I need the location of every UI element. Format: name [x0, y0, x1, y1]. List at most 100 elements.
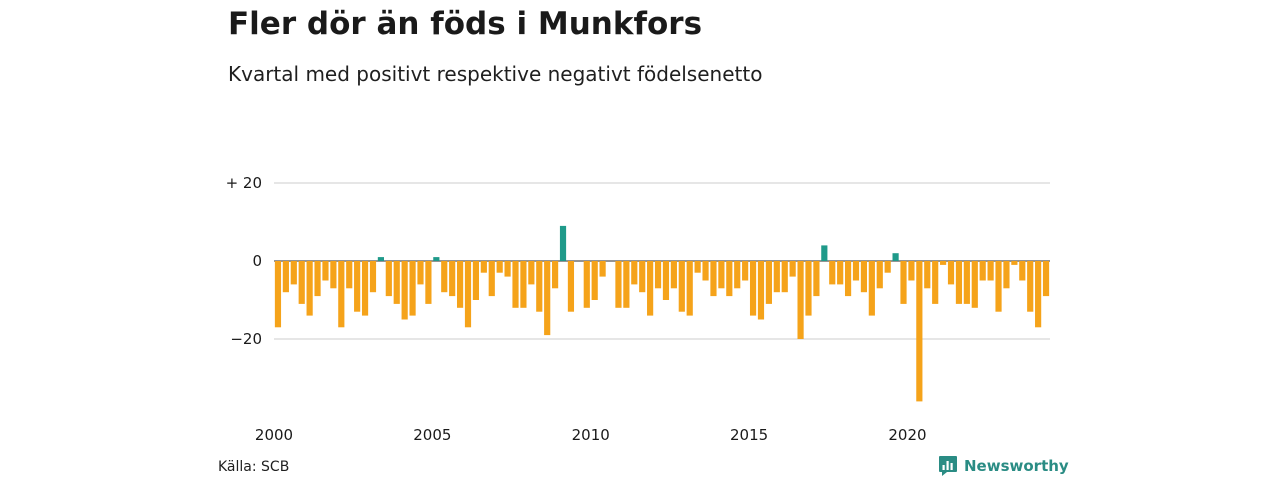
source-note: Källa: SCB	[218, 459, 290, 475]
bar	[433, 257, 440, 261]
chart-title: Fler dör än föds i Munkfors	[228, 6, 703, 42]
bar	[496, 261, 503, 273]
x-tick-label: 2020	[888, 426, 926, 444]
brand-name: Newsworthy	[964, 457, 1069, 475]
bar	[409, 261, 416, 316]
bar	[298, 261, 305, 304]
bar	[955, 261, 963, 304]
bar	[1035, 261, 1042, 328]
bar	[821, 245, 828, 261]
bar	[639, 261, 646, 293]
bar	[908, 261, 915, 281]
bar	[338, 261, 345, 328]
bar	[512, 261, 519, 308]
bar	[464, 261, 472, 328]
bar	[852, 261, 860, 281]
bar	[361, 261, 369, 316]
bar	[892, 253, 899, 261]
bar	[1042, 261, 1050, 297]
bar	[844, 261, 852, 297]
chart-subtitle: Kvartal med positivt respektive negativt…	[228, 62, 763, 86]
bar	[932, 261, 939, 304]
bar	[385, 261, 392, 297]
bar	[290, 261, 297, 285]
x-tick-label: 2010	[572, 426, 610, 444]
bar	[441, 261, 448, 293]
bar	[916, 261, 923, 402]
bar	[559, 225, 567, 261]
x-tick-label: 2005	[413, 426, 451, 444]
bar	[647, 261, 654, 316]
bar	[354, 261, 361, 312]
bar	[1003, 261, 1010, 289]
bar	[274, 261, 282, 328]
bar	[837, 261, 844, 285]
bar	[884, 261, 891, 273]
bar	[369, 261, 377, 293]
newsworthy-logo-icon	[939, 456, 957, 476]
bar	[876, 261, 883, 289]
bar	[599, 261, 606, 277]
bar	[536, 261, 543, 312]
bar	[971, 261, 978, 308]
bar	[520, 261, 527, 308]
bar	[749, 261, 757, 316]
bar	[456, 261, 464, 308]
x-tick-label: 2000	[255, 426, 293, 444]
bar	[813, 261, 820, 297]
bar	[552, 261, 559, 289]
bar	[631, 261, 638, 285]
bar	[900, 261, 907, 304]
x-tick-label: 2015	[730, 426, 768, 444]
bar	[1019, 261, 1026, 281]
bar	[417, 261, 424, 285]
y-tick-label: + 20	[226, 174, 262, 192]
bar	[615, 261, 622, 308]
bar	[504, 261, 511, 277]
bar	[544, 261, 551, 336]
bar	[662, 261, 670, 300]
bar	[868, 261, 875, 316]
bar	[425, 261, 432, 304]
y-axis: + 20 0 −20	[226, 174, 262, 348]
bars	[274, 225, 1050, 402]
bar	[282, 261, 289, 293]
y-tick-label: −20	[230, 330, 262, 348]
bar	[346, 261, 353, 289]
bar	[757, 261, 765, 320]
bar	[591, 261, 598, 300]
bar	[330, 261, 337, 289]
bar	[567, 261, 575, 312]
bar	[306, 261, 313, 316]
bar	[781, 261, 788, 293]
bar	[702, 261, 709, 281]
bar	[710, 261, 717, 297]
bar	[718, 261, 725, 289]
bar	[393, 261, 400, 304]
bar	[765, 261, 772, 304]
bar	[726, 261, 733, 297]
bar	[528, 261, 535, 285]
bar	[979, 261, 986, 281]
bar	[472, 261, 480, 300]
bar	[583, 261, 590, 308]
bar	[322, 261, 329, 281]
bar	[623, 261, 630, 308]
y-tick-label: 0	[252, 252, 262, 270]
bar	[789, 261, 796, 277]
bar	[314, 261, 321, 297]
bar	[734, 261, 741, 289]
bar	[488, 261, 495, 297]
bar	[829, 261, 836, 285]
bar	[1027, 261, 1034, 312]
bar	[860, 261, 868, 293]
bar	[670, 261, 677, 289]
bar	[449, 261, 456, 297]
bar	[773, 261, 780, 293]
bar	[480, 261, 487, 273]
bar	[924, 261, 931, 289]
bar	[686, 261, 693, 316]
bar	[805, 261, 812, 316]
x-axis: 2000 2005 2010 2015 2020	[255, 426, 927, 444]
